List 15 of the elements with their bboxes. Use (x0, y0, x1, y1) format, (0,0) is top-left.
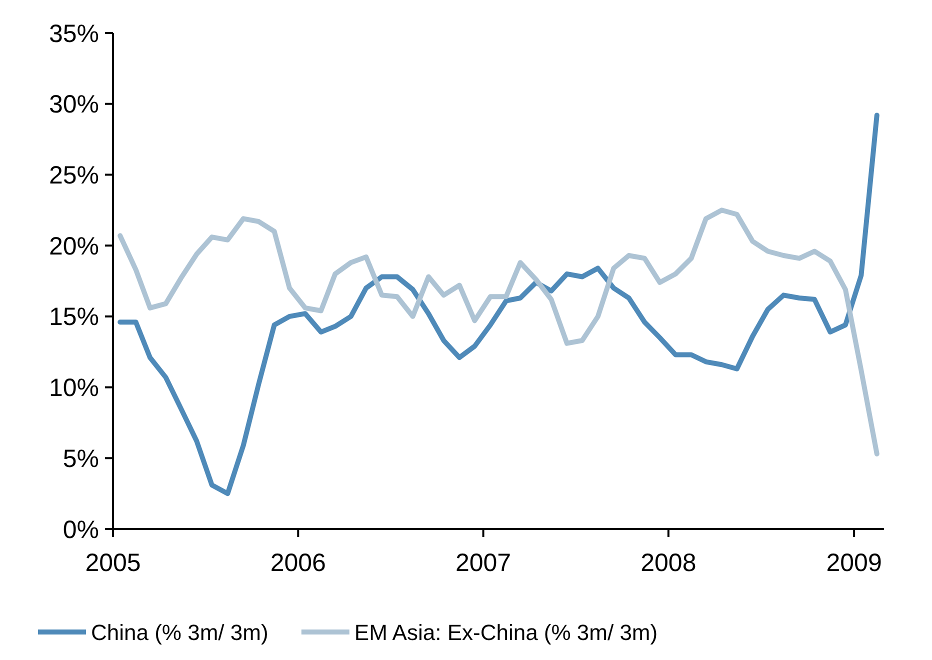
y-tick-label: 0% (62, 516, 99, 544)
legend-label: EM Asia: Ex-China (% 3m/ 3m) (354, 620, 658, 645)
y-tick-label: 20% (48, 232, 99, 260)
x-tick-label: 2007 (455, 549, 512, 577)
x-tick-label: 2008 (640, 549, 696, 577)
y-tick-label: 5% (62, 444, 99, 473)
x-tick-label: 2009 (826, 549, 882, 577)
x-tick-label: 2006 (270, 549, 326, 577)
legend-label: China (% 3m/ 3m) (91, 620, 268, 645)
y-tick-label: 30% (48, 90, 99, 119)
y-tick-label: 35% (48, 20, 99, 48)
x-tick-label: 2005 (85, 549, 141, 577)
y-tick-label: 25% (48, 161, 99, 190)
y-tick-label: 15% (48, 303, 99, 332)
y-tick-label: 10% (48, 374, 99, 402)
